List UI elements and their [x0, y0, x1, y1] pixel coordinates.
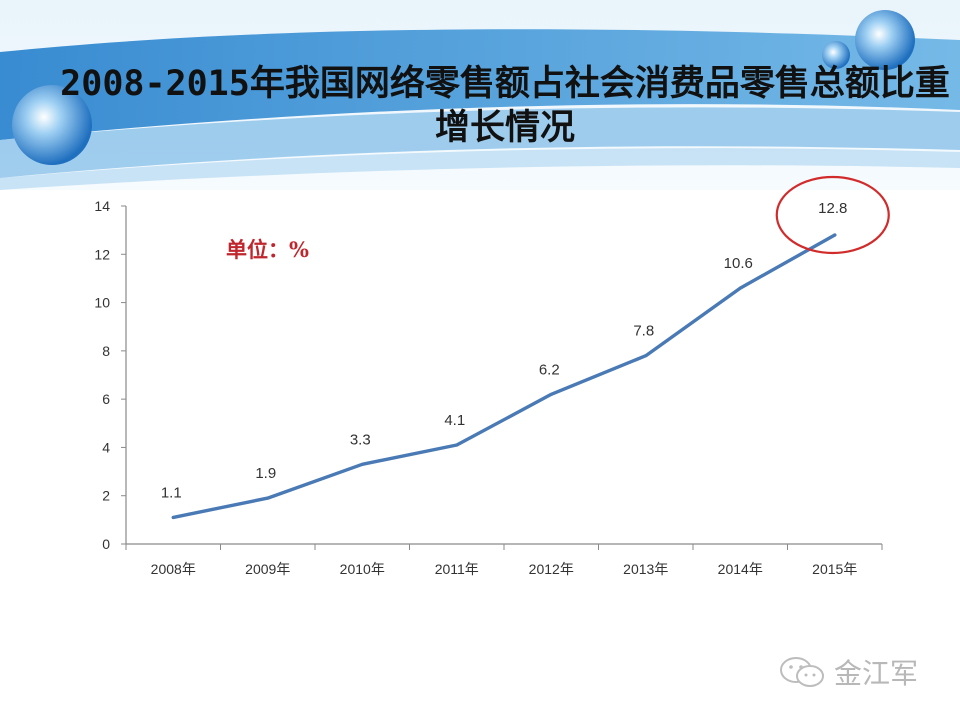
- data-label: 3.3: [350, 431, 371, 448]
- data-point: [360, 462, 364, 466]
- banner-decoration: [0, 10, 960, 190]
- data-point: [266, 496, 270, 500]
- unit-label: 单位：%: [226, 237, 309, 262]
- data-label: 10.6: [724, 255, 753, 272]
- slide-title: 2008-2015年我国网络零售额占社会消费品零售总额比重增长情况: [60, 64, 950, 148]
- orb-right-icon: [855, 10, 915, 70]
- data-point: [171, 515, 175, 519]
- x-tick-label: 2010年: [340, 561, 385, 577]
- data-point: [833, 233, 837, 237]
- x-tick-label: 2011年: [435, 561, 479, 577]
- data-point: [549, 392, 553, 396]
- x-tick-label: 2009年: [245, 561, 290, 577]
- orb-left-icon: [12, 85, 92, 165]
- data-label: 1.1: [161, 484, 182, 501]
- y-tick-label: 14: [94, 198, 110, 214]
- y-tick-label: 10: [94, 295, 110, 311]
- watermark: 金江军: [778, 652, 918, 692]
- data-label: 12.8: [818, 200, 847, 217]
- data-label: 4.1: [444, 412, 465, 429]
- x-tick-label: 2015年: [812, 561, 857, 577]
- data-label: 6.2: [539, 361, 560, 378]
- highlight-circle: [775, 175, 890, 255]
- x-tick-label: 2014年: [718, 561, 763, 577]
- data-point: [644, 354, 648, 358]
- y-tick-label: 8: [102, 343, 110, 359]
- y-tick-label: 2: [102, 488, 110, 504]
- x-tick-label: 2013年: [623, 561, 668, 577]
- orb-small-icon: [822, 41, 850, 69]
- series-line: [171, 233, 837, 520]
- x-tick-label: 2012年: [529, 561, 574, 577]
- x-tick-label: 2008年: [151, 561, 196, 577]
- watermark-text: 金江军: [834, 657, 919, 690]
- data-point: [455, 443, 459, 447]
- y-tick-label: 6: [102, 391, 110, 407]
- wechat-icon: [780, 657, 824, 687]
- data-label: 7.8: [633, 323, 654, 340]
- y-tick-label: 4: [102, 439, 110, 455]
- y-tick-label: 12: [94, 246, 110, 262]
- y-tick-label: 0: [102, 536, 110, 552]
- title-banner: 2008-2015年我国网络零售额占社会消费品零售总额比重增长情况: [0, 0, 960, 190]
- data-point: [738, 286, 742, 290]
- data-label: 1.9: [255, 465, 276, 482]
